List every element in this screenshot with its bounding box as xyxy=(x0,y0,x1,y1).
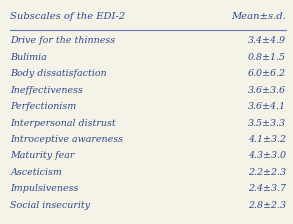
Text: 3.5±3.3: 3.5±3.3 xyxy=(248,118,286,127)
Text: 3.6±4.1: 3.6±4.1 xyxy=(248,102,286,111)
Text: Bulimia: Bulimia xyxy=(10,53,47,62)
Text: 3.4±4.9: 3.4±4.9 xyxy=(248,36,286,45)
Text: Interpersonal distrust: Interpersonal distrust xyxy=(10,118,116,127)
Text: Impulsiveness: Impulsiveness xyxy=(10,184,79,193)
Text: 4.3±3.0: 4.3±3.0 xyxy=(248,151,286,160)
Text: 3.6±3.6: 3.6±3.6 xyxy=(248,86,286,95)
Text: Body dissatisfaction: Body dissatisfaction xyxy=(10,69,107,78)
Text: Ineffectiveness: Ineffectiveness xyxy=(10,86,83,95)
Text: 2.2±2.3: 2.2±2.3 xyxy=(248,168,286,177)
Text: Subscales of the EDI-2: Subscales of the EDI-2 xyxy=(10,12,125,21)
Text: Mean±s.d.: Mean±s.d. xyxy=(231,12,286,21)
Text: 6.0±6.2: 6.0±6.2 xyxy=(248,69,286,78)
Text: Perfectionism: Perfectionism xyxy=(10,102,76,111)
Text: 2.8±2.3: 2.8±2.3 xyxy=(248,201,286,210)
Text: 0.8±1.5: 0.8±1.5 xyxy=(248,53,286,62)
Text: Maturity fear: Maturity fear xyxy=(10,151,75,160)
Text: Drive for the thinness: Drive for the thinness xyxy=(10,36,115,45)
Text: 2.4±3.7: 2.4±3.7 xyxy=(248,184,286,193)
Text: Social insecurity: Social insecurity xyxy=(10,201,90,210)
Text: Introceptive awareness: Introceptive awareness xyxy=(10,135,123,144)
Text: Asceticism: Asceticism xyxy=(10,168,62,177)
Text: 4.1±3.2: 4.1±3.2 xyxy=(248,135,286,144)
